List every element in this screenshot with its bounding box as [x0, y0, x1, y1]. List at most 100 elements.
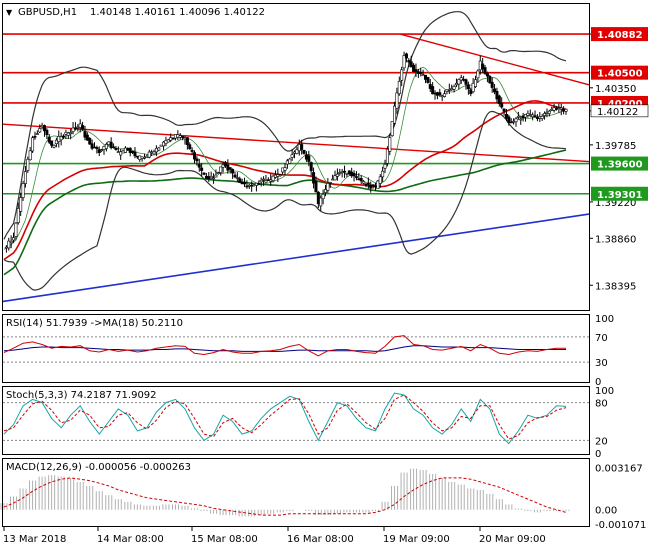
candle-body	[183, 137, 187, 140]
candle-body	[369, 184, 373, 189]
candle-body	[19, 197, 23, 212]
candle-body	[166, 139, 170, 143]
candle-body	[443, 93, 447, 97]
candle-body	[231, 169, 235, 174]
candle-body	[85, 134, 89, 141]
axis-layer: 1.40882 1.40350 1.40122 1.39785 1.39220 1.388…	[3, 27, 649, 545]
candle-body	[545, 111, 549, 114]
rsi-tick-label: 0	[595, 377, 601, 388]
candle-body	[276, 174, 280, 177]
candle-body	[181, 136, 185, 138]
macd-pane	[2, 458, 590, 527]
candle-body	[481, 63, 485, 70]
time-tick-label: 20 Mar 09:00	[479, 534, 546, 545]
candle-body	[152, 151, 156, 155]
candle-body	[352, 173, 356, 177]
candle-body	[307, 155, 311, 162]
candle-body	[73, 127, 77, 130]
candle-body	[395, 92, 399, 109]
price-pane	[2, 3, 590, 311]
candle-body	[400, 69, 404, 81]
candle-body	[264, 180, 268, 183]
stoch-tick-label: 20	[595, 436, 608, 447]
candle-body	[71, 127, 75, 132]
macd-tick-label: 0.003167	[595, 464, 643, 475]
candle-body	[278, 174, 282, 177]
candle-body	[212, 177, 216, 180]
candle-body	[35, 133, 39, 135]
level-tag-label-4: 1.39301	[597, 190, 643, 201]
candle-body	[143, 156, 147, 159]
candle-body	[90, 143, 94, 149]
candle-body	[450, 88, 454, 91]
price-tick-label: 1.39220	[595, 198, 636, 209]
candle-body	[466, 84, 470, 90]
candle-body	[131, 151, 135, 153]
candle-body	[495, 91, 499, 100]
candle-body	[102, 145, 106, 150]
stoch-tick-label: 80	[595, 399, 608, 410]
candle-body	[23, 171, 27, 184]
candle-body	[562, 108, 566, 112]
candle-body	[383, 163, 387, 169]
candle-body	[138, 155, 142, 160]
candle-body	[297, 144, 301, 151]
candle-body	[119, 151, 123, 156]
candle-body	[76, 126, 80, 129]
candle-body	[552, 107, 556, 111]
candle-body	[243, 181, 247, 185]
candle-body	[331, 178, 335, 181]
candle-body	[245, 185, 249, 188]
candle-body	[326, 183, 330, 191]
candle-body	[412, 64, 416, 72]
candle-body	[497, 95, 501, 104]
candle-body	[504, 113, 508, 119]
candle-body	[112, 146, 116, 149]
red-trend-line-lower	[2, 123, 590, 163]
candle-body	[193, 152, 197, 160]
candle-body	[173, 134, 177, 139]
candle-body	[135, 155, 139, 158]
candle-body	[435, 92, 439, 96]
candle-body	[233, 174, 237, 178]
candle-body	[485, 72, 489, 77]
candle-body	[347, 170, 351, 175]
candle-body	[247, 184, 251, 187]
candle-body	[364, 183, 368, 186]
candle-body	[40, 125, 44, 128]
price-layer	[2, 11, 590, 303]
candle-body	[373, 185, 377, 188]
candle-body	[262, 178, 266, 181]
candle-body	[543, 113, 547, 116]
candle-body	[300, 144, 304, 150]
candle-body	[216, 172, 220, 174]
candle-body	[197, 164, 201, 168]
candle-body	[554, 108, 558, 110]
rsi-ma-line	[3, 345, 566, 352]
candle-body	[47, 136, 51, 143]
candle-body	[493, 88, 497, 93]
candle-body	[359, 178, 363, 182]
stoch-label: Stoch(5,3,3) 74.2187 71.9092	[6, 390, 157, 401]
candle-body	[7, 240, 11, 249]
candle-body	[516, 115, 520, 118]
candle-body	[133, 151, 137, 157]
time-tick-label: 14 Mar 08:00	[97, 534, 164, 545]
price-tick-label: 1.40350	[595, 84, 636, 95]
candle-body	[281, 167, 285, 173]
candle-body	[533, 115, 537, 117]
candle-body	[273, 174, 277, 178]
candle-body	[150, 151, 154, 154]
bollinger-lower	[3, 110, 567, 291]
candle-body	[452, 86, 456, 90]
candle-body	[59, 136, 63, 141]
candle-body	[304, 154, 308, 160]
candle-body	[557, 107, 561, 110]
candle-body	[471, 83, 475, 92]
candle-body	[519, 118, 523, 121]
candle-body	[526, 113, 530, 116]
candle-body	[164, 140, 168, 144]
candle-body	[559, 107, 563, 110]
candle-body	[228, 167, 232, 170]
candle-body	[462, 79, 466, 81]
